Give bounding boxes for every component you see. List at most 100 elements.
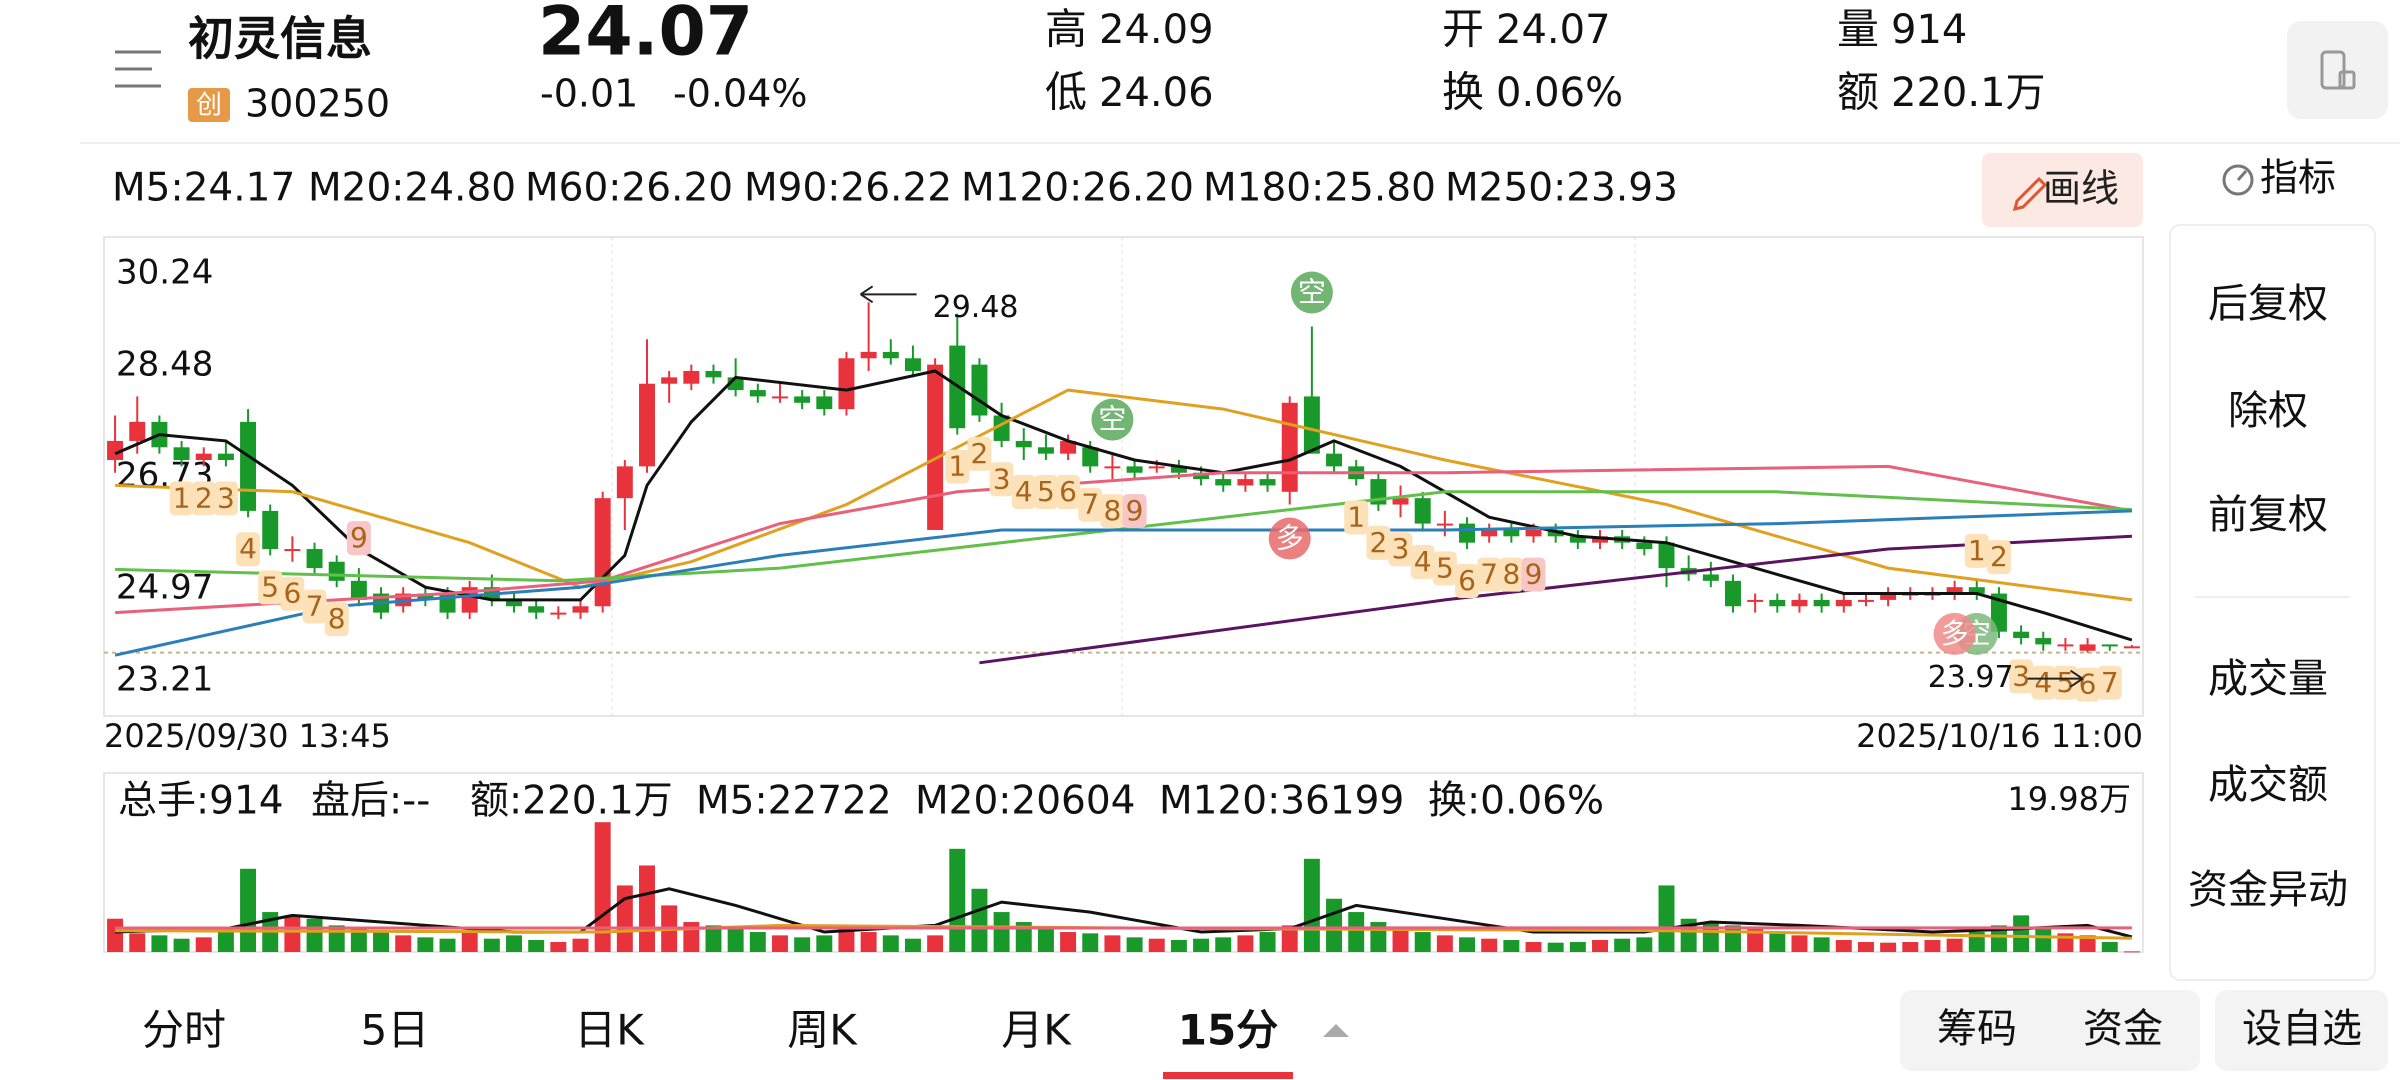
quote-value: 0.06% (1496, 70, 1623, 116)
volume-bar (816, 935, 833, 952)
volume-bar (2035, 928, 2052, 952)
volume-bar (1592, 940, 1608, 952)
candle-body (1193, 472, 1210, 480)
candle-body (1857, 599, 1874, 602)
td-label: 3 (993, 462, 1011, 495)
volume-bar (417, 937, 434, 952)
y-tick-label: 24.97 (116, 568, 213, 608)
expand-arrow[interactable] (1323, 1024, 1349, 1037)
candle-body (838, 358, 855, 410)
td-badge (169, 481, 194, 516)
candle-body (506, 599, 522, 607)
td-badge (1344, 500, 1369, 535)
quote-value: 914 (1891, 7, 1967, 53)
volume-bar (1392, 928, 1409, 952)
volume-bar (350, 928, 367, 952)
side-menu-item[interactable]: 成交额 (2208, 762, 2328, 808)
td-label: 1 (948, 450, 966, 483)
candle-body (173, 447, 190, 461)
period-tab[interactable]: 5日 (361, 1006, 430, 1055)
y-tick-label: 28.48 (116, 344, 213, 384)
quote-value: 24.07 (1496, 7, 1611, 53)
volume-bar (1082, 933, 1099, 952)
candle-body (1082, 447, 1099, 467)
volume-bar (1481, 938, 1498, 952)
candle-body (1148, 466, 1165, 469)
menu-icon[interactable] (115, 50, 161, 88)
ma-legend-item: M60:26.20 (525, 166, 733, 211)
signal-label: 空 (1298, 275, 1326, 308)
quotes: 高 24.09 低 24.06 开 24.07 换 0.06% 量 914 额 220.1万 (1045, 5, 2046, 117)
ma-legend-item: M180:25.80 (1203, 166, 1436, 211)
volume-bar (1990, 925, 2007, 952)
action-button[interactable]: 筹码 (1937, 1006, 2017, 1052)
td-label: 9 (1126, 494, 1144, 527)
action-button[interactable]: 设自选 (2242, 1006, 2362, 1052)
side-menu-item[interactable]: 除权 (2228, 388, 2308, 434)
period-tab[interactable]: 月K (1001, 1006, 1072, 1055)
volume-info: 换:0.06% (1428, 779, 1604, 824)
orientation-button[interactable] (2287, 21, 2388, 119)
volume-bar (1835, 940, 1852, 952)
ma-legend-item: M20:24.80 (308, 166, 516, 211)
candle-body (2079, 644, 2096, 651)
low-arrow-head (2070, 669, 2084, 688)
side-menu-item[interactable]: 前复权 (2208, 492, 2328, 538)
candle-body (1813, 599, 1830, 607)
indicator-button[interactable]: 指标 (2260, 156, 2336, 200)
signal-badge (1091, 398, 1134, 441)
period-tab[interactable]: 周K (787, 1006, 858, 1055)
volume-bar (727, 928, 744, 952)
volume-bar (373, 932, 390, 952)
volume-bar (1702, 922, 1719, 952)
change-pct: -0.04% (673, 72, 807, 116)
volume-bar (1614, 938, 1631, 952)
period-tab[interactable]: 分时 (142, 1006, 226, 1055)
side-menu-item[interactable]: 后复权 (2208, 281, 2328, 327)
ma-legend-item: M5:24.17 (112, 166, 295, 211)
td-badge (1011, 475, 1036, 510)
period-tab[interactable]: 日K (574, 1006, 645, 1055)
side-panel (2169, 224, 2376, 981)
volume-bar (284, 915, 301, 952)
candle-body (1481, 529, 1498, 537)
candle-body (882, 351, 899, 359)
td-label: 2 (971, 437, 989, 470)
candle-body (1303, 396, 1320, 454)
td-label: 7 (1480, 558, 1498, 591)
td-badge (989, 462, 1014, 497)
volume-bar (1170, 940, 1187, 952)
candle-body (550, 612, 567, 615)
volume-bar (1658, 885, 1675, 952)
action-button[interactable]: 资金 (2083, 1006, 2163, 1052)
side-menu-item[interactable]: 成交量 (2208, 656, 2328, 702)
volume-bar (1060, 932, 1077, 952)
volume-bar (1015, 922, 1032, 952)
candle-body (1392, 498, 1409, 505)
volume-bar (550, 942, 567, 952)
volume-bar (705, 925, 722, 952)
volume-bar (1215, 937, 1232, 952)
candle-body (1503, 529, 1520, 537)
td-badge (2009, 659, 2034, 694)
volume-bar (1747, 928, 1764, 952)
volume-bar (1303, 858, 1320, 952)
volume-bar (483, 938, 500, 952)
candle-body (1791, 599, 1808, 607)
ma-line (114, 509, 2132, 657)
period-tab[interactable]: 15分 (1178, 1006, 1278, 1055)
candle-body (2013, 631, 2030, 639)
td-badge (213, 481, 238, 516)
side-menu-item[interactable]: 资金异动 (2188, 867, 2348, 913)
candle-body (1126, 466, 1143, 473)
candle-body (1835, 599, 1852, 607)
td-badge (1033, 475, 1058, 510)
volume-bar (1037, 928, 1054, 952)
candle-body (705, 370, 722, 378)
volume-bar (1237, 935, 1254, 952)
candle-body (1459, 523, 1476, 543)
volume-bar (1924, 940, 1941, 952)
gauge-icon (2222, 164, 2254, 196)
volume-bar (151, 935, 168, 952)
td-badge (1100, 494, 1125, 529)
